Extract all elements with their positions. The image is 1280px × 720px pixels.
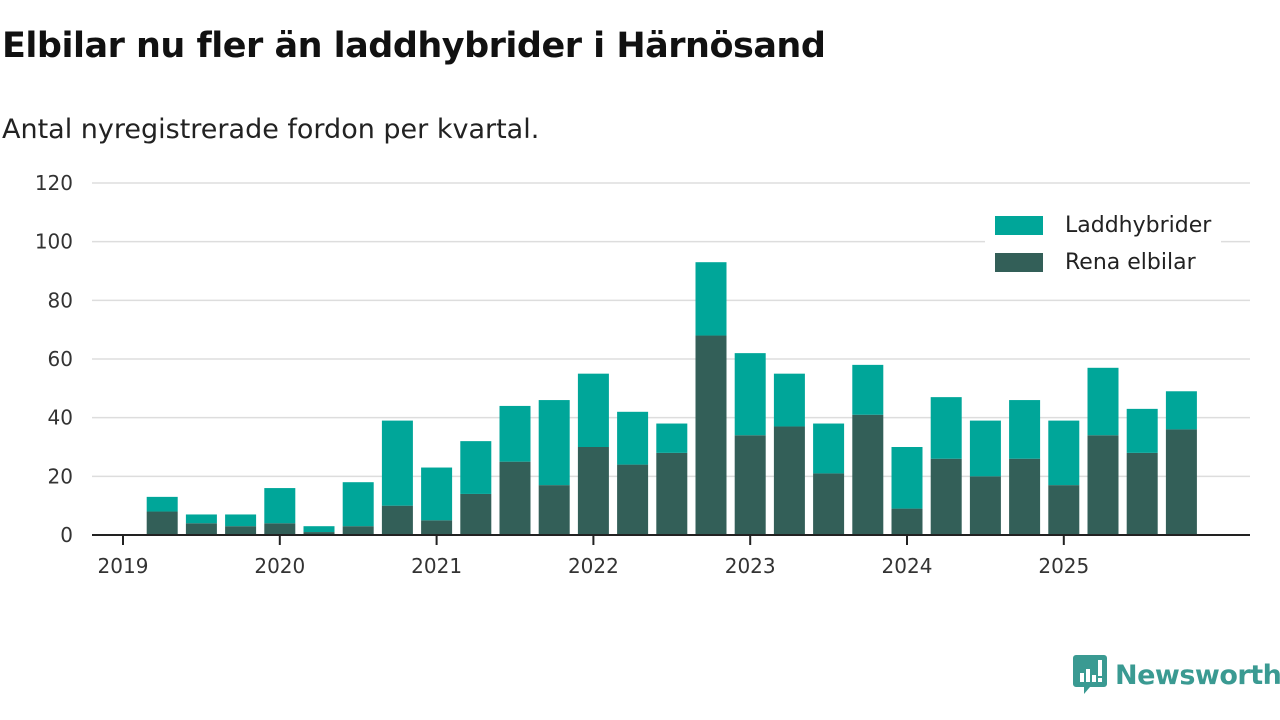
bar-laddhybrider — [1087, 367, 1119, 436]
x-tick-label: 2020 — [254, 554, 305, 578]
bar-laddhybrider — [813, 423, 845, 474]
bar-elbilar — [773, 426, 805, 535]
y-tick-label: 80 — [48, 288, 73, 312]
logo-icon — [1073, 655, 1107, 694]
bar-laddhybrider — [1165, 391, 1197, 430]
legend-swatch — [995, 253, 1043, 272]
bar-laddhybrider — [577, 373, 609, 447]
bar-elbilar — [421, 520, 453, 535]
bar-laddhybrider — [303, 526, 335, 533]
legend-swatch — [995, 216, 1043, 235]
bar-laddhybrider — [695, 262, 727, 336]
chart-title: Elbilar nu fler än laddhybrider i Härnös… — [2, 26, 826, 66]
bar-laddhybrider — [891, 447, 923, 509]
bar-elbilar — [577, 447, 609, 535]
y-tick-label: 40 — [48, 406, 73, 430]
bar-laddhybrider — [538, 400, 570, 486]
bar-laddhybrider — [969, 420, 1001, 477]
bar-laddhybrider — [1126, 408, 1158, 453]
x-tick-label: 2023 — [725, 554, 776, 578]
bar-elbilar — [146, 511, 178, 535]
bar-elbilar — [852, 414, 884, 535]
bar-elbilar — [342, 526, 374, 535]
y-tick-label: 120 — [35, 171, 73, 195]
bar-elbilar — [1048, 485, 1080, 535]
legend-label: Rena elbilar — [1065, 250, 1196, 275]
x-tick-label: 2021 — [411, 554, 462, 578]
bar-laddhybrider — [499, 405, 531, 462]
bar-elbilar — [695, 335, 727, 535]
bar-laddhybrider — [734, 353, 766, 436]
bar-elbilar — [460, 493, 492, 535]
bar-elbilar — [969, 476, 1001, 535]
bar-elbilar — [813, 473, 845, 535]
brand-name: Newsworthy — [1115, 659, 1280, 691]
bar-laddhybrider — [852, 364, 884, 415]
newsworthy-logo: Newsworthy — [1073, 655, 1280, 695]
chart-subtitle: Antal nyregistrerade fordon per kvartal. — [2, 114, 540, 145]
bar-elbilar — [1165, 429, 1197, 535]
bar-laddhybrider — [342, 482, 374, 527]
x-tick-label: 2024 — [882, 554, 933, 578]
bar-laddhybrider — [930, 397, 962, 459]
bar-laddhybrider — [381, 420, 413, 506]
x-tick-label: 2025 — [1038, 554, 1089, 578]
bar-elbilar — [185, 523, 217, 535]
bar-laddhybrider — [146, 496, 178, 512]
legend-item-elbilar[interactable]: Rena elbilar — [995, 244, 1211, 281]
bar-laddhybrider — [421, 467, 453, 521]
bar-laddhybrider — [225, 514, 257, 527]
bar-laddhybrider — [1009, 400, 1041, 459]
x-tick-label: 2022 — [568, 554, 619, 578]
bar-elbilar — [264, 523, 296, 535]
y-tick-label: 100 — [35, 230, 73, 254]
bar-laddhybrider — [656, 423, 688, 453]
bar-elbilar — [1087, 435, 1119, 535]
bar-elbilar — [499, 461, 531, 535]
x-tick-label: 2019 — [98, 554, 149, 578]
y-tick-label: 60 — [48, 347, 73, 371]
bar-laddhybrider — [264, 488, 296, 524]
bar-laddhybrider — [185, 514, 217, 524]
bar-laddhybrider — [460, 441, 492, 494]
legend-label: Laddhybrider — [1065, 213, 1212, 238]
bar-elbilar — [891, 508, 923, 535]
bar-elbilar — [930, 458, 962, 535]
bar-elbilar — [734, 435, 766, 535]
y-tick-label: 0 — [60, 523, 73, 547]
bar-laddhybrider — [773, 373, 805, 427]
bar-elbilar — [303, 532, 335, 535]
bar-elbilar — [1009, 458, 1041, 535]
bar-elbilar — [225, 526, 257, 535]
bar-elbilar — [1126, 452, 1158, 535]
bar-elbilar — [538, 485, 570, 535]
y-tick-label: 20 — [48, 464, 73, 488]
bar-elbilar — [381, 505, 413, 535]
bar-laddhybrider — [617, 411, 649, 465]
legend: Laddhybrider Rena elbilar — [985, 203, 1222, 285]
legend-item-laddhybrider[interactable]: Laddhybrider — [995, 207, 1211, 244]
bar-elbilar — [656, 452, 688, 535]
bar-elbilar — [617, 464, 649, 535]
bar-laddhybrider — [1048, 420, 1080, 486]
